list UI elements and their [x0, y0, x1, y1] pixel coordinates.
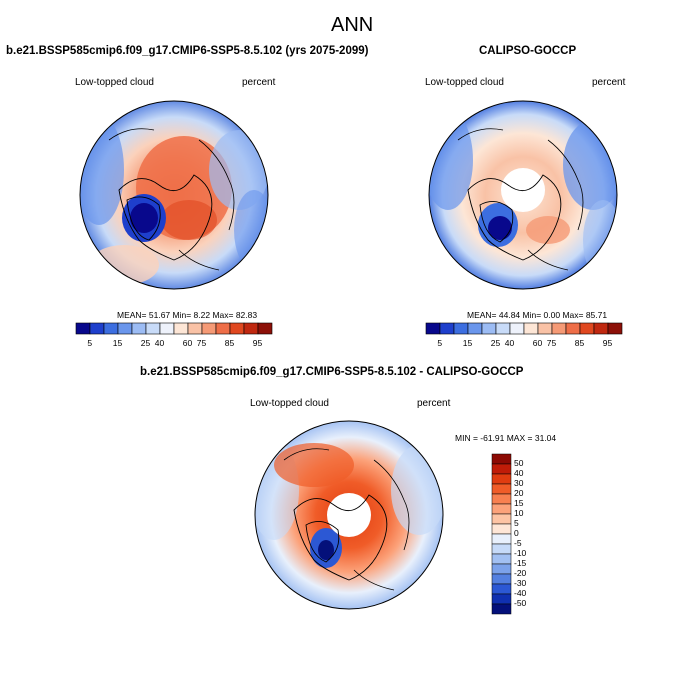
colorbar-swatch — [131, 322, 147, 335]
colorbar-swatch — [491, 583, 512, 595]
colorbar-swatch — [467, 322, 483, 335]
colorbar-swatch — [117, 322, 133, 335]
colorbar-swatch — [607, 322, 623, 335]
colorbar-swatch — [579, 322, 595, 335]
colorbar-tick-label: 40 — [154, 338, 165, 348]
colorbar-tick-label: 5 — [87, 338, 93, 348]
colorbar-swatch — [509, 322, 525, 335]
colorbar-tick-label: 0 — [514, 528, 519, 538]
colorbar-tick-label: 30 — [514, 478, 524, 488]
colorbar-swatch — [551, 322, 567, 335]
colorbar-swatch — [491, 553, 512, 565]
colorbar-tick-label: 85 — [224, 338, 235, 348]
colorbar-swatch — [425, 322, 441, 335]
colorbar-tick-label: -20 — [514, 568, 527, 578]
colorbar-swatch — [523, 322, 539, 335]
colorbar-swatch — [491, 563, 512, 575]
colorbar-tick-label: 40 — [514, 468, 524, 478]
colorbar-tick-label: 85 — [574, 338, 585, 348]
model-polar-map — [79, 100, 269, 290]
colorbar-swatch — [491, 603, 512, 615]
colorbar-swatch — [565, 322, 581, 335]
colorbar-tick-label: 60 — [182, 338, 193, 348]
colorbar-tick-label: -10 — [514, 548, 527, 558]
model-units-label: percent — [242, 77, 276, 88]
diff-variable-label: Low-topped cloud — [250, 398, 329, 409]
model-colorbar — [75, 322, 273, 335]
colorbar-swatch — [173, 322, 189, 335]
model-stats: MEAN= 51.67 Min= 8.22 Max= 82.83 — [117, 310, 258, 320]
colorbar-swatch — [89, 322, 105, 335]
colorbar-swatch — [159, 322, 175, 335]
diff-colorbar — [491, 453, 512, 615]
colorbar-swatch — [187, 322, 203, 335]
obs-variable-label: Low-topped cloud — [425, 77, 504, 88]
colorbar-swatch — [491, 503, 512, 515]
page-title: ANN — [331, 14, 374, 36]
colorbar-tick-label: -40 — [514, 588, 527, 598]
colorbar-swatch — [201, 322, 217, 335]
obs-stats: MEAN= 44.84 Min= 0.00 Max= 85.71 — [467, 310, 608, 320]
colorbar-tick-label: 50 — [514, 458, 524, 468]
colorbar-swatch — [215, 322, 231, 335]
colorbar-swatch — [257, 322, 273, 335]
colorbar-swatch — [491, 523, 512, 535]
colorbar-tick-label: 95 — [602, 338, 613, 348]
colorbar-swatch — [491, 483, 512, 495]
colorbar-swatch — [491, 593, 512, 605]
diff-panel-title: b.e21.BSSP585cmip6.f09_g17.CMIP6-SSP5-8.… — [140, 366, 524, 378]
colorbar-swatch — [491, 533, 512, 545]
colorbar-tick-label: 5 — [437, 338, 443, 348]
diff-stats: MIN = -61.91 MAX = 31.04 — [455, 433, 557, 443]
colorbar-swatch — [75, 322, 91, 335]
colorbar-tick-label: 20 — [514, 488, 524, 498]
colorbar-swatch — [537, 322, 553, 335]
colorbar-tick-label: 15 — [462, 338, 473, 348]
colorbar-tick-label: 75 — [196, 338, 207, 348]
colorbar-swatch — [491, 453, 512, 465]
colorbar-swatch — [593, 322, 609, 335]
model-panel-title: b.e21.BSSP585cmip6.f09_g17.CMIP6-SSP5-8.… — [6, 45, 369, 57]
colorbar-tick-label: 25 — [490, 338, 501, 348]
colorbar-swatch — [491, 573, 512, 585]
colorbar-tick-label: -5 — [514, 538, 522, 548]
colorbar-swatch — [439, 322, 455, 335]
colorbar-tick-label: 15 — [112, 338, 123, 348]
colorbar-tick-label: 60 — [532, 338, 543, 348]
colorbar-tick-label: 40 — [504, 338, 515, 348]
colorbar-tick-label: 10 — [514, 508, 524, 518]
colorbar-tick-label: 25 — [140, 338, 151, 348]
colorbar-swatch — [481, 322, 497, 335]
obs-colorbar — [425, 322, 623, 335]
colorbar-swatch — [495, 322, 511, 335]
colorbar-tick-label: -15 — [514, 558, 527, 568]
colorbar-tick-label: 95 — [252, 338, 263, 348]
obs-polar-map — [428, 100, 618, 290]
diff-polar-map — [254, 420, 444, 610]
colorbar-tick-label: 15 — [514, 498, 524, 508]
colorbar-swatch — [103, 322, 119, 335]
colorbar-swatch — [491, 493, 512, 505]
colorbar-swatch — [491, 513, 512, 525]
obs-panel-title: CALIPSO-GOCCP — [479, 45, 577, 57]
colorbar-swatch — [491, 543, 512, 555]
colorbar-swatch — [145, 322, 161, 335]
model-variable-label: Low-topped cloud — [75, 77, 154, 88]
colorbar-swatch — [229, 322, 245, 335]
colorbar-swatch — [491, 473, 512, 485]
colorbar-tick-label: -50 — [514, 598, 527, 608]
obs-units-label: percent — [592, 77, 626, 88]
colorbar-swatch — [453, 322, 469, 335]
colorbar-tick-label: 75 — [546, 338, 557, 348]
colorbar-tick-label: 5 — [514, 518, 519, 528]
colorbar-swatch — [491, 463, 512, 475]
colorbar-tick-label: -30 — [514, 578, 527, 588]
diff-units-label: percent — [417, 398, 451, 409]
colorbar-swatch — [243, 322, 259, 335]
